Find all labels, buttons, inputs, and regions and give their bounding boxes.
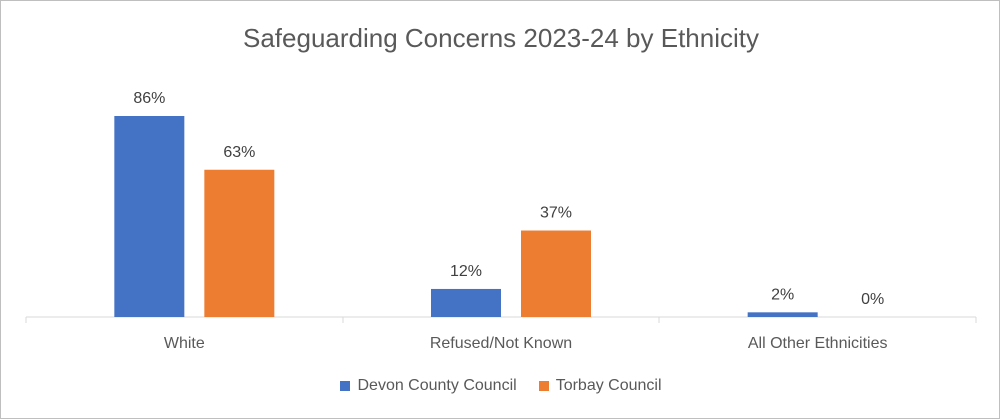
legend-item-devon: Devon County Council	[340, 377, 517, 395]
legend-swatch-devon	[340, 381, 351, 391]
legend-item-torbay: Torbay Council	[538, 377, 662, 395]
legend-swatch-torbay	[538, 381, 549, 391]
category-label: White	[164, 335, 205, 352]
data-label: 86%	[133, 90, 165, 107]
bar-torbay-1	[521, 230, 591, 317]
data-label: 2%	[771, 286, 794, 303]
data-label: 12%	[450, 263, 482, 280]
legend-label-devon: Devon County Council	[357, 377, 517, 394]
bar-devon-1	[431, 288, 501, 317]
bar-torbay-0	[204, 169, 275, 317]
data-label: 37%	[540, 205, 572, 222]
chart-legend: Devon County Council Torbay Council	[1, 377, 1000, 395]
category-label: Refused/Not Known	[430, 335, 572, 352]
legend-label-torbay: Torbay Council	[555, 377, 662, 394]
category-label: All Other Ethnicities	[748, 335, 888, 352]
chart-title: Safeguarding Concerns 2023-24 by Ethnici…	[243, 23, 759, 53]
data-label: 63%	[223, 144, 255, 161]
data-label: 0%	[861, 291, 884, 308]
bar-devon-0	[114, 116, 185, 317]
bar-devon-2	[747, 312, 818, 317]
